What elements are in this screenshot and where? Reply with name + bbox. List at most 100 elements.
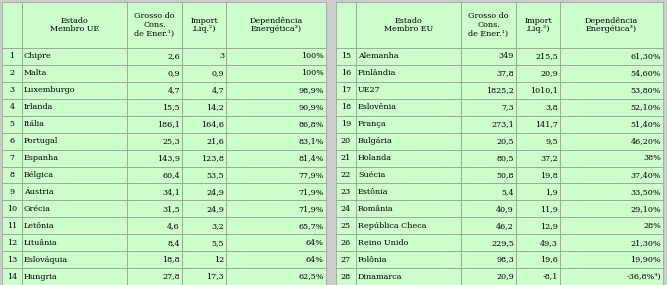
Bar [22,48,127,65]
Bar [127,82,182,99]
Text: 40,9: 40,9 [496,205,514,213]
Text: 15,5: 15,5 [162,103,180,111]
Bar [2,150,22,166]
Bar [182,99,226,116]
Bar [182,133,226,150]
Bar [336,200,356,217]
Text: 164,6: 164,6 [201,120,224,128]
Bar [516,166,560,184]
Text: 2,6: 2,6 [167,52,180,60]
Text: 16: 16 [341,69,351,78]
Bar [226,150,326,166]
Text: 4,6: 4,6 [167,222,180,230]
Text: 60,4: 60,4 [162,171,180,179]
Bar [22,217,127,234]
Text: 1825,2: 1825,2 [486,86,514,94]
Text: 9: 9 [9,188,15,196]
Text: 64%: 64% [306,239,324,247]
Text: Áustria: Áustria [24,188,53,196]
Bar [336,99,356,116]
Bar [461,99,516,116]
Bar [336,251,356,268]
Text: Polônia: Polônia [358,256,388,264]
Text: Letônia: Letônia [24,222,55,230]
Bar [336,133,356,150]
Bar [226,82,326,99]
Text: 49,3: 49,3 [540,239,558,247]
Text: 17: 17 [341,86,351,94]
Bar [182,2,226,48]
Text: 1,9: 1,9 [545,188,558,196]
Bar [461,217,516,234]
Text: Lituânia: Lituânia [24,239,58,247]
Bar [461,82,516,99]
Bar [356,251,461,268]
Text: Alemanha: Alemanha [358,52,399,60]
Bar [226,200,326,217]
Text: 61,30%: 61,30% [630,52,661,60]
Bar [516,184,560,200]
Text: 12: 12 [7,239,17,247]
Text: França: França [358,120,387,128]
Bar [560,150,663,166]
Text: 46,20%: 46,20% [630,137,661,145]
Text: 64%: 64% [306,256,324,264]
Bar [226,99,326,116]
Bar [182,65,226,82]
Text: 71,9%: 71,9% [299,188,324,196]
Bar [127,166,182,184]
Bar [516,65,560,82]
Text: Grécia: Grécia [24,205,51,213]
Bar [22,184,127,200]
Bar [336,116,356,133]
Bar [356,133,461,150]
Text: Hungria: Hungria [24,272,58,280]
Bar [22,251,127,268]
Text: Reino Unido: Reino Unido [358,239,408,247]
Text: Finlândia: Finlândia [358,69,396,78]
Bar [182,116,226,133]
Bar [22,150,127,166]
Text: 11,9: 11,9 [540,205,558,213]
Bar [356,200,461,217]
Bar [560,99,663,116]
Text: 20,9: 20,9 [496,272,514,280]
Text: 349: 349 [499,52,514,60]
Text: Dependência
Energética³): Dependência Energética³) [585,17,638,33]
Text: 6: 6 [9,137,15,145]
Bar [2,234,22,251]
Text: 7: 7 [9,154,15,162]
Text: 229,5: 229,5 [491,239,514,247]
Bar [336,48,356,65]
Text: 53,5: 53,5 [206,171,224,179]
Text: 123,8: 123,8 [201,154,224,162]
Text: 46,2: 46,2 [496,222,514,230]
Bar [356,184,461,200]
Text: 3: 3 [219,52,224,60]
Bar [516,116,560,133]
Bar [461,268,516,285]
Bar [226,184,326,200]
Text: 21: 21 [341,154,351,162]
Text: 98,3: 98,3 [496,256,514,264]
Bar [182,184,226,200]
Bar [226,133,326,150]
Bar [127,65,182,82]
Text: UE27: UE27 [358,86,381,94]
Text: Grosso do
Cons.
de Ener.¹): Grosso do Cons. de Ener.¹) [134,13,175,38]
Bar [226,166,326,184]
Bar [2,251,22,268]
Bar [336,184,356,200]
Text: 81,4%: 81,4% [299,154,324,162]
Text: 10: 10 [7,205,17,213]
Text: Estado
Membro EU: Estado Membro EU [384,17,433,33]
Text: 20: 20 [341,137,351,145]
Bar [2,166,22,184]
Bar [2,48,22,65]
Text: 19: 19 [341,120,351,128]
Bar [356,2,461,48]
Text: 0,9: 0,9 [211,69,224,78]
Bar [127,268,182,285]
Bar [560,2,663,48]
Bar [127,150,182,166]
